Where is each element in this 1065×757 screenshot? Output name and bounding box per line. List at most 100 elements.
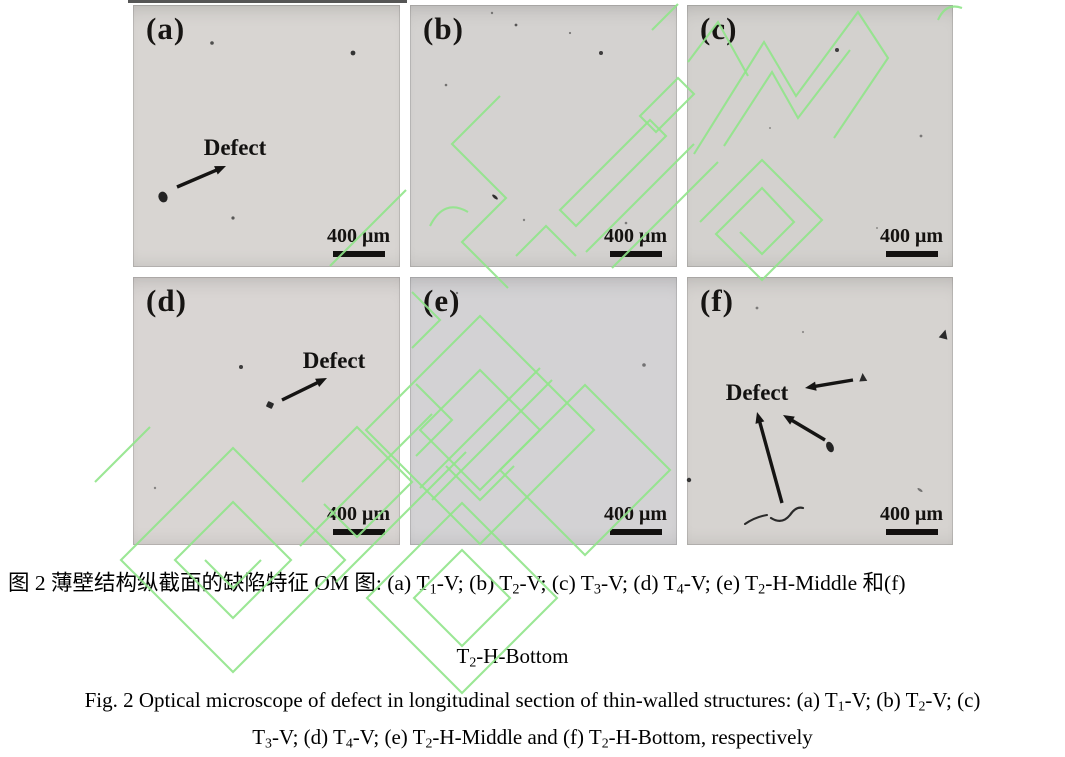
panel-label-f: (f) — [700, 283, 734, 318]
defect-arrow-head — [315, 378, 327, 387]
caption-subscript: 4 — [345, 735, 353, 751]
caption-text: T — [252, 725, 266, 749]
caption-text: -V; (e) T — [352, 725, 426, 749]
defect-mark — [769, 506, 805, 522]
defect-mark — [158, 191, 168, 203]
micrograph-features-a — [158, 41, 356, 220]
panel-label-b: (b) — [423, 11, 464, 46]
defect-mark — [801, 330, 805, 334]
defect-mark — [153, 486, 157, 490]
caption-text: -V; (c) T — [519, 571, 594, 595]
scale-bar-c: 400 μm — [880, 225, 943, 257]
defect-annotation: Defect — [302, 348, 366, 373]
scale-bar-label: 400 μm — [880, 225, 943, 247]
defect-mark — [568, 31, 572, 35]
scale-bar-f: 400 μm — [880, 503, 943, 535]
caption-subscript: 2 — [758, 581, 766, 598]
micrograph-features-f — [686, 306, 948, 525]
scale-bar-a: 400 μm — [327, 225, 390, 257]
defect-arrow-head — [805, 381, 817, 391]
defect-mark — [490, 11, 494, 15]
defect-mark — [642, 363, 646, 367]
scale-bar-line — [332, 251, 385, 257]
panel-label-a: (a) — [146, 11, 186, 46]
defect-mark — [835, 48, 839, 52]
scale-bar-line — [609, 251, 662, 257]
panel-label-e: (e) — [423, 283, 461, 318]
defect-mark — [231, 216, 235, 220]
micrograph-panel-c: (c) 400 μm — [687, 5, 953, 267]
caption-text: -V; (d) T — [271, 725, 346, 749]
defect-mark — [455, 291, 459, 295]
caption-subscript: 3 — [265, 735, 272, 751]
caption-subscript: 1 — [429, 581, 437, 598]
caption-chinese-line1: 图 2 薄壁结构纵截面的缺陷特征 OM 图: (a) T1-V; (b) T2-… — [8, 570, 906, 603]
caption-text: Fig. 2 Optical microscope of defect in l… — [84, 688, 838, 712]
defect-mark — [239, 365, 243, 369]
defect-mark — [210, 41, 214, 45]
caption-chinese-line2: T2-H-Bottom — [0, 643, 1025, 675]
caption-subscript: 4 — [676, 581, 684, 598]
scale-bar-label: 400 μm — [327, 225, 390, 247]
cropped-edge-line — [128, 0, 407, 3]
caption-subscript: 2 — [425, 735, 433, 751]
scale-bar-label: 400 μm — [604, 225, 667, 247]
caption-text: -V; (c) — [925, 688, 981, 712]
defect-mark — [938, 329, 948, 340]
defect-arrow-head — [214, 166, 226, 175]
defect-arrow — [176, 167, 219, 189]
defect-mark — [826, 441, 834, 453]
scale-bar-label: 400 μm — [604, 503, 667, 525]
defect-mark — [444, 83, 448, 87]
panel-label-c: (c) — [700, 11, 738, 46]
caption-text: -H-Bottom — [476, 644, 569, 668]
caption-subscript: 2 — [918, 698, 926, 714]
defect-annotation: Defect — [203, 135, 267, 160]
scale-bar-line — [332, 529, 385, 535]
scale-bar-line — [609, 529, 662, 535]
defect-mark — [769, 127, 771, 129]
caption-subscript: 3 — [593, 581, 601, 598]
defect-mark — [744, 514, 768, 525]
scale-bar-b: 400 μm — [604, 225, 667, 257]
scale-bar-label: 400 μm — [327, 503, 390, 525]
scale-bar-e: 400 μm — [604, 503, 667, 535]
micrograph-panel-b: (b) 400 μm — [410, 5, 677, 267]
caption-subscript: 1 — [837, 698, 845, 714]
defect-mark — [919, 134, 923, 138]
defect-arrow-head — [783, 415, 795, 425]
defect-mark — [859, 373, 868, 382]
scale-bar-label: 400 μm — [880, 503, 943, 525]
defect-mark — [755, 306, 759, 310]
defect-mark — [350, 50, 356, 56]
defect-mark — [876, 227, 878, 229]
caption-subscript: 2 — [601, 735, 609, 751]
micrograph-panel-e: (e) 400 μm — [410, 277, 677, 545]
caption-text: -H-Middle and (f) T — [432, 725, 602, 749]
micrograph-panel-a: (a) 400 μm Defect — [133, 5, 400, 267]
defect-mark — [917, 488, 923, 492]
micrograph-panel-f: (f) 400 μm Defect — [686, 277, 953, 545]
defect-arrow — [789, 418, 826, 442]
defect-mark — [522, 218, 526, 222]
caption-text: -H-Bottom, respectively — [608, 725, 813, 749]
defect-mark — [266, 401, 274, 409]
defect-arrow — [813, 378, 854, 389]
defect-annotation: Defect — [725, 380, 789, 405]
panel-label-d: (d) — [146, 283, 187, 318]
caption-text: -V; (b) T — [436, 571, 513, 595]
caption-text: -V; (d) T — [600, 571, 677, 595]
micrograph-features-e — [455, 291, 646, 367]
defect-arrow — [757, 420, 784, 504]
micrograph-features-d — [153, 365, 327, 490]
defect-mark — [492, 194, 498, 200]
micrograph-panel-d: (d) 400 μm Defect — [133, 277, 400, 545]
caption-text: -H-Middle 和(f) — [765, 571, 906, 595]
defect-arrow-head — [755, 412, 765, 424]
scale-bar-line — [885, 529, 938, 535]
defect-arrow — [281, 380, 320, 402]
scale-bar-line — [885, 251, 938, 257]
caption-english-line1: Fig. 2 Optical microscope of defect in l… — [0, 687, 1065, 719]
caption-text: -V; (b) T — [844, 688, 919, 712]
